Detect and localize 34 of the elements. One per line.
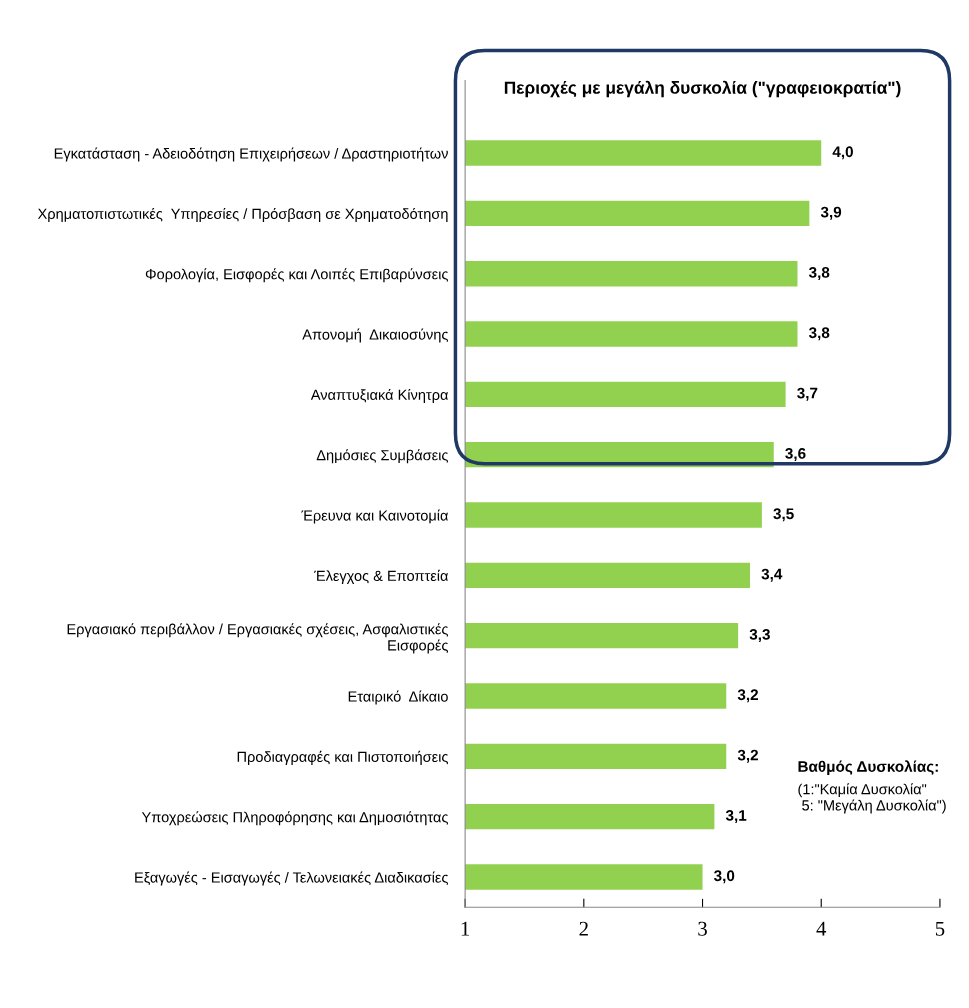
y-tick-label: Εγκατάσταση - Αδειοδότηση Επιχειρήσεων / Δραστηριοτήτων bbox=[54, 147, 448, 162]
data-label: 3,8 bbox=[808, 266, 830, 281]
data-label: 3,7 bbox=[797, 387, 818, 401]
y-tick-label: Προδιαγραφές και Πιστοποιήσεις bbox=[237, 750, 449, 765]
y-tick-label: Αναπτυξιακά Κίνητρα bbox=[310, 388, 449, 403]
data-label: 3,4 bbox=[761, 568, 783, 582]
y-tick-label: Εταιρικό Δίκαιο bbox=[348, 690, 448, 705]
y-tick-label: Εργασιακό περιβάλλον / Εργασιακές σχέσεις, Ασφαλιστικές Εισφορές bbox=[67, 623, 449, 654]
annotation: Βαθμός Δυσκολίας: bbox=[798, 760, 938, 775]
data-label: 3,6 bbox=[785, 447, 806, 462]
data-label: 3,3 bbox=[749, 628, 770, 643]
y-tick-label: Εξαγωγές - Εισαγωγές / Τελωνειακές Διαδικασίες bbox=[135, 871, 449, 886]
data-label: 3,2 bbox=[737, 689, 758, 703]
y-tick-label: Έλεγχος & Εποπτεία bbox=[314, 569, 449, 584]
x-tick-label: 5 bbox=[935, 921, 945, 936]
data-label: 3,5 bbox=[773, 508, 794, 522]
data-label: 3,2 bbox=[737, 749, 758, 763]
x-tick-label: 4 bbox=[816, 921, 827, 936]
y-tick-label: Έρευνα και Καινοτομία bbox=[301, 509, 449, 524]
data-label: 3,8 bbox=[808, 327, 830, 341]
y-tick-label: Φορολογία, Εισφορές και Λοιπές Επιβαρύνσεις bbox=[145, 268, 449, 283]
annotation: (1:"Καμία Δυσκολία" 5: "Μεγάλη Δυσκολία") bbox=[798, 783, 946, 814]
annotation: Περιοχές με μεγάλη δυσκολία ("γραφειοκρατία") bbox=[504, 80, 901, 98]
y-tick-label: Χρηματοπιστωτικές Υπηρεσίες / Πρόσβαση σε Χρηματοδότηση bbox=[37, 207, 448, 222]
data-label: 3,9 bbox=[820, 206, 842, 220]
data-label: 4,0 bbox=[832, 146, 853, 160]
x-tick-label: 1 bbox=[461, 921, 470, 936]
x-tick-label: 3 bbox=[698, 921, 707, 936]
data-label: 3,1 bbox=[725, 809, 747, 824]
y-tick-label: Υποχρεώσεις Πληροφόρησης και Δημοσιότητας bbox=[141, 811, 449, 826]
data-label: 3,0 bbox=[713, 870, 735, 884]
y-tick-label: Απονομή Δικαιοσύνης bbox=[302, 328, 449, 343]
x-tick-label: 2 bbox=[579, 921, 588, 936]
y-tick-label: Δημόσιες Συμβάσεις bbox=[316, 449, 449, 464]
